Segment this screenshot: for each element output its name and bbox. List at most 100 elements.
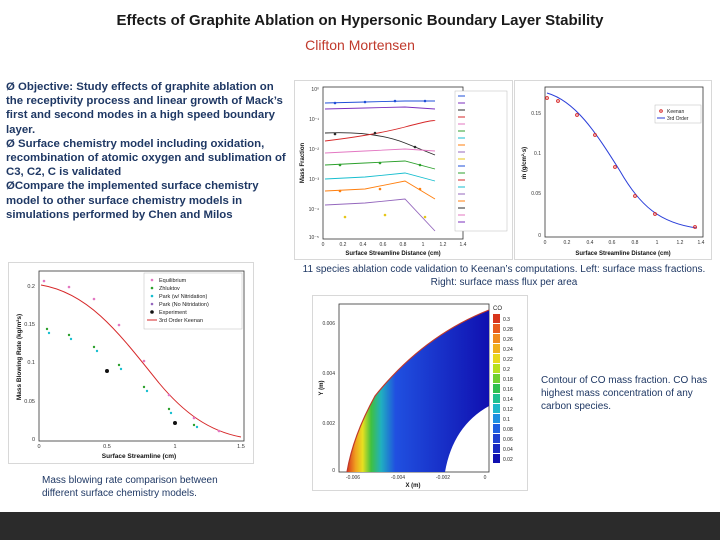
flux-xtick: 0 [544, 240, 547, 246]
co-legend-level: 0.06 [503, 437, 513, 443]
co-legend-swatch [493, 344, 500, 353]
co-legend-swatch [493, 384, 500, 393]
flux-xtick: 0.6 [609, 240, 616, 246]
mass-flux-plot: 0.15 0.1 0.05 0 0 0.2 0.4 0.6 0.8 1 1.2 … [521, 86, 705, 257]
flux-legend-3rd-order: 3rd Order [667, 116, 689, 122]
mass-fraction-figure: 10⁰ 10⁻¹ 10⁻² 10⁻³ 10⁻⁴ 10⁻⁵ 0 0.2 0.4 0… [294, 80, 513, 260]
bullet-surface-chemistry: Ø Surface chemistry model including oxid… [6, 137, 286, 179]
co-legend-title: CO [493, 306, 502, 312]
mf-species-markers [333, 99, 427, 219]
mf-xtick: 0.2 [340, 242, 347, 248]
co-legend-level: 0.18 [503, 377, 513, 383]
blow-xtick: 1.5 [237, 444, 245, 450]
flux-xtick: 0.2 [564, 240, 571, 246]
co-xtick: -0.002 [436, 475, 450, 481]
blow-park-nitridation-markers [47, 331, 199, 429]
blow-3rd-order-keenan-line [40, 284, 242, 438]
blowing-rate-plot: 0.2 0.15 0.1 0.05 0 0 0.5 1 1.5 Surface … [16, 270, 245, 460]
flux-ytick: 0 [538, 233, 541, 239]
footer-bar [0, 512, 720, 540]
blow-legend-experiment: Experiment [159, 310, 187, 316]
mass-fraction-plot: 10⁰ 10⁻¹ 10⁻² 10⁻³ 10⁻⁴ 10⁻⁵ 0 0.2 0.4 0… [300, 86, 508, 257]
co-ytick: 0.006 [322, 321, 335, 327]
blow-legend-park-no-nitridation: Park (No Nitridation) [159, 302, 209, 308]
co-legend-level: 0.26 [503, 337, 513, 343]
co-legend-swatch [493, 434, 500, 443]
co-legend-level: 0.08 [503, 427, 513, 433]
flux-ytick: 0.05 [531, 191, 541, 197]
co-ytick: 0.002 [322, 421, 335, 427]
mf-legend [454, 90, 508, 232]
co-legend-level: 0.2 [503, 367, 510, 373]
co-ytick: 0.004 [322, 371, 335, 377]
mf-xlabel: Surface Streamline Distance (cm) [345, 251, 440, 257]
blowing-caption: Mass blowing rate comparison between dif… [42, 475, 218, 499]
objective-bullets: Ø Objective: Study effects of graphite a… [6, 80, 291, 222]
co-legend-level: 0.24 [503, 347, 513, 353]
blow-ytick: 0.05 [24, 399, 35, 405]
co-xtick: -0.004 [391, 475, 405, 481]
blow-legend-zhluktov: Zhluktov [159, 286, 180, 292]
co-contour-field [347, 310, 489, 472]
blow-legend: Equilibrium Zhluktov Park (w/ Nitridatio… [143, 272, 243, 330]
co-legend-swatch [493, 424, 500, 433]
contour-caption: Contour of CO mass fraction. CO has high… [541, 375, 708, 412]
blow-legend-equilibrium: Equilibrium [159, 278, 187, 284]
page-title: Effects of Graphite Ablation on Hyperson… [116, 12, 604, 29]
blow-ytick: 0.2 [27, 284, 35, 290]
flux-xtick: 1 [656, 240, 659, 246]
co-legend-swatch [493, 404, 500, 413]
co-legend-swatch [493, 374, 500, 383]
co-legend-level: 0.02 [503, 457, 513, 463]
flux-keenan-markers [545, 96, 697, 229]
blow-legend-park-nitridation: Park (w/ Nitridation) [159, 294, 207, 300]
co-ylabel: Y (m) [319, 381, 325, 396]
blow-ytick: 0 [32, 437, 35, 443]
co-legend-swatch [493, 324, 500, 333]
co-wall-line [346, 309, 490, 473]
flux-legend-keenan: Keenan [667, 109, 684, 115]
co-legend-level: 0.28 [503, 327, 513, 333]
mf-xtick: 1.4 [460, 242, 467, 248]
co-legend-swatch [493, 364, 500, 373]
blow-ytick: 0.1 [27, 360, 35, 366]
blow-xtick: 1 [173, 444, 176, 450]
co-xlabel: X (m) [406, 483, 421, 489]
co-legend-swatch [493, 394, 500, 403]
blow-xtick: 0 [37, 444, 40, 450]
flux-xtick: 1.4 [698, 240, 705, 246]
mf-xtick: 0 [322, 242, 325, 248]
co-legend-swatch [493, 354, 500, 363]
mf-ylabel: Mass Fraction [300, 143, 306, 184]
co-legend-swatch [493, 334, 500, 343]
blow-legend-3rd-order-keenan: 3rd Order Keenan [159, 318, 203, 324]
mf-ytick: 10⁰ [311, 87, 319, 93]
flux-xtick: 1.2 [677, 240, 684, 246]
co-xtick: -0.006 [346, 475, 360, 481]
flux-xtick: 0.4 [587, 240, 594, 246]
co-xtick: 0 [484, 475, 487, 481]
mf-ytick: 10⁻² [309, 147, 319, 153]
bullet-compare: ØCompare the implemented surface chemist… [6, 180, 259, 221]
co-legend-swatch [493, 314, 500, 323]
co-legend-level: 0.12 [503, 407, 513, 413]
blow-xlabel: Surface Streamline (cm) [102, 453, 176, 460]
mf-ytick: 10⁻¹ [309, 117, 319, 123]
co-legend-swatch [493, 414, 500, 423]
mf-xtick: 0.8 [400, 242, 407, 248]
co-contour-figure: 0.006 0.004 0.002 0 -0.006 -0.004 -0.002… [312, 295, 528, 491]
blow-xtick: 0.5 [103, 444, 111, 450]
flux-ylabel: ṁ (g/cm²·s) [521, 147, 528, 179]
co-legend-swatch [493, 454, 500, 463]
co-legend: CO 0.3 0.28 0.26 0.24 0.22 0.2 0.18 0.16 0.14 0.1… [493, 306, 513, 463]
flux-3rd-order-line [546, 92, 698, 229]
flux-xtick: 0.8 [632, 240, 639, 246]
flux-ytick: 0.15 [531, 111, 541, 117]
mf-ytick: 10⁻⁵ [309, 235, 319, 241]
mf-ytick: 10⁻⁴ [309, 207, 319, 213]
mf-ytick: 10⁻³ [309, 177, 319, 183]
blow-ytick: 0.15 [24, 322, 35, 328]
blow-ylabel: Mass Blowing Rate (kg/m²s) [16, 314, 23, 400]
co-legend-level: 0.1 [503, 417, 510, 423]
bullet-objective: Ø Objective: Study effects of graphite a… [6, 81, 283, 136]
